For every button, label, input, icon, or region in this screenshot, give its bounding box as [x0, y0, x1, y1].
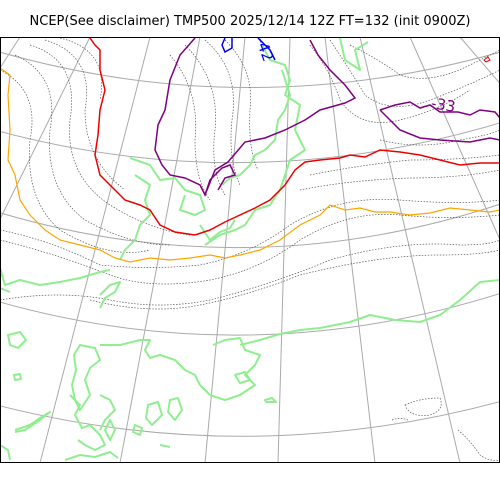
map-title: NCEP(See disclaimer) TMP500 2025/12/14 1…	[29, 14, 471, 29]
longitude-lines	[0, 37, 500, 463]
contour-blue	[221, 37, 276, 61]
contour-purple	[154, 37, 500, 197]
dotted-isotherms	[0, 37, 500, 461]
contour-red	[89, 37, 500, 236]
contour-orange	[0, 67, 500, 263]
contour-label-purple: -33	[430, 94, 457, 116]
contour-label-blue: -42	[252, 35, 277, 64]
coastline	[0, 37, 500, 461]
contour-red-fragment	[483, 56, 491, 63]
